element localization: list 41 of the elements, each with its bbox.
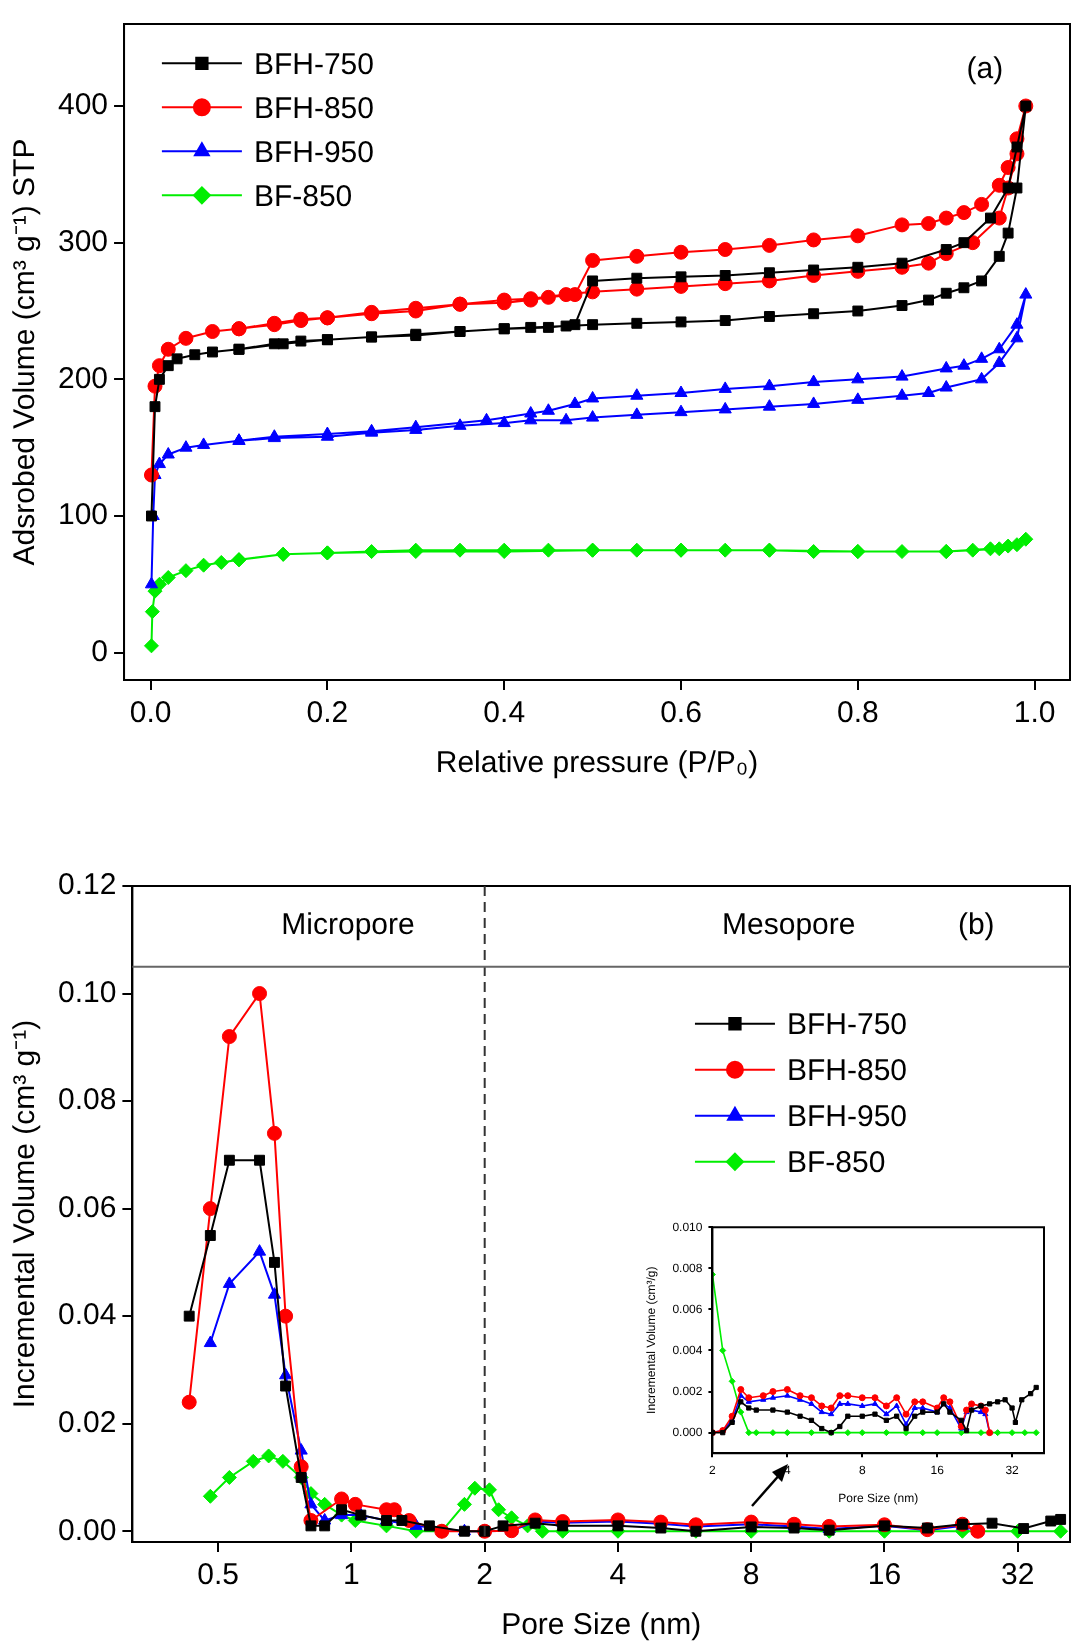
legend-label: BF-850: [786, 1146, 886, 1181]
y-axis-title: Adsrobed Volume (cm³ g⁻¹) STP: [8, 138, 43, 566]
legend-label: BFH-750: [786, 1008, 908, 1043]
legend-label: BFH-850: [786, 1054, 908, 1089]
x-tick-label: 8: [742, 1558, 760, 1593]
x-tick-label: 0.4: [483, 696, 526, 731]
x-tick-label: 0.2: [306, 696, 349, 731]
x-axis-title: Pore Size (nm): [501, 1608, 702, 1643]
x-tick-label: 2: [476, 1558, 494, 1593]
annotation: Mesopore: [722, 907, 856, 942]
y-tick-label: 100: [57, 498, 109, 533]
y-tick-label: 0.08: [57, 1083, 117, 1118]
x-tick-label: 16: [867, 1558, 902, 1593]
x-tick-label: 0.8: [836, 696, 879, 731]
y-tick-label: 0.00: [57, 1513, 117, 1548]
x-tick-label: 1.0: [1013, 696, 1056, 731]
x-tick-label: 4: [609, 1558, 627, 1593]
x-tick-label: 0.6: [660, 696, 702, 731]
x-tick-label: 32: [1001, 1558, 1035, 1593]
legend-label: BFH-850: [253, 91, 374, 126]
x-tick-label: 0.0: [129, 696, 172, 731]
y-tick-label: 300: [57, 224, 109, 259]
legend-label: BFH-950: [253, 135, 374, 170]
y-tick-label: 0.12: [57, 868, 117, 903]
y-tick-label: 400: [57, 88, 109, 123]
legend-label: BF-850: [253, 179, 353, 214]
x-tick-label: 0.5: [197, 1558, 240, 1593]
legend-label: BFH-950: [786, 1100, 908, 1135]
annotation: Micropore: [281, 907, 415, 942]
y-tick-label: 200: [57, 361, 109, 396]
annotation: (b): [957, 907, 995, 942]
legend-label: BFH-750: [253, 47, 374, 82]
x-axis-title: Relative pressure (P/P₀): [435, 746, 759, 781]
y-tick-label: 0.06: [57, 1190, 117, 1225]
y-tick-label: 0.02: [57, 1405, 117, 1440]
y-tick-label: 0: [91, 634, 109, 669]
y-tick-label: 0.04: [57, 1298, 117, 1333]
x-tick-label: 1: [343, 1558, 360, 1593]
y-tick-label: 0.10: [57, 975, 117, 1010]
annotation: (a): [966, 52, 1004, 87]
y-axis-title: Incremental Volume (cm³ g⁻¹): [8, 1019, 43, 1409]
